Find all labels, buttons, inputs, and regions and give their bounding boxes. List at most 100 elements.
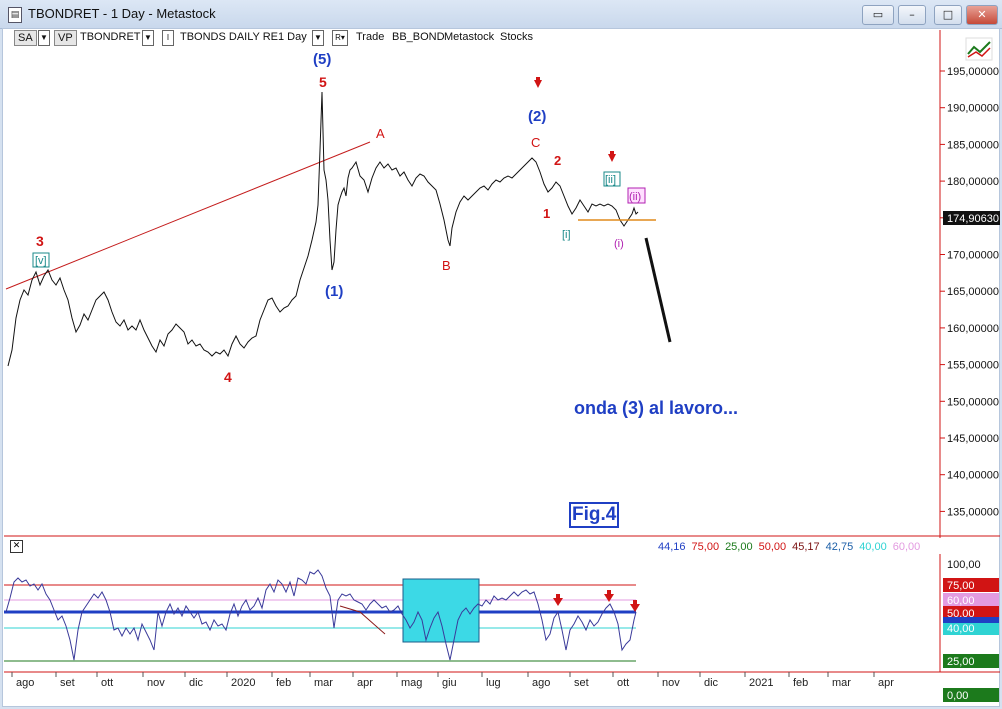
legend-value: 50,00: [758, 541, 787, 553]
month-label: nov: [662, 677, 680, 689]
wave-label: 5: [319, 74, 327, 90]
price-tick-label: 170,00000: [947, 250, 999, 262]
date-axis: ago set ott nov dic 2020 feb mar apr mag giu lug ago…: [11, 672, 894, 689]
arrow-down-icon: [630, 604, 640, 612]
osc-tick-label: 0,00: [947, 690, 968, 702]
period-dropdown[interactable]: ▼: [312, 30, 324, 46]
month-label: ott: [101, 677, 113, 689]
month-label: ago: [532, 677, 550, 689]
price-series: [7, 91, 639, 367]
month-label: dic: [704, 677, 719, 689]
wave-label: [i]: [562, 229, 571, 241]
close-panel-icon[interactable]: ✕: [10, 540, 23, 553]
source-label[interactable]: Metastock: [444, 31, 495, 43]
month-label: ott: [617, 677, 629, 689]
vp-button[interactable]: VP: [54, 30, 77, 46]
arrow-down-icon: [607, 590, 611, 595]
sa-dropdown[interactable]: ▼: [38, 30, 50, 46]
legend-value: 40,00: [859, 541, 887, 553]
arrow-down-icon: [604, 594, 614, 602]
chart-name[interactable]: TBONDS DAILY RE: [180, 31, 279, 43]
wave-label: 3: [36, 233, 44, 249]
osc-tick-label: 100,00: [947, 559, 981, 571]
legend-value: 45,17: [792, 541, 820, 553]
month-label: 2020: [231, 677, 255, 689]
maximize-button[interactable]: □: [934, 5, 962, 25]
close-button[interactable]: ✕: [966, 5, 998, 25]
r-toggle[interactable]: R▾: [332, 30, 348, 46]
period-label[interactable]: 1 Day: [278, 31, 307, 43]
arrow-down-icon: [536, 77, 540, 82]
osc-tick-label: 75,00: [947, 580, 975, 592]
symbol-label[interactable]: TBONDRET: [80, 31, 141, 43]
wave-box: [627, 187, 646, 204]
wave-label: (ii): [629, 191, 641, 203]
legend-value: 25,00: [725, 541, 753, 553]
last-price-value: 174,90630: [947, 213, 999, 225]
wave-box: [603, 171, 621, 187]
wave-label: 2: [554, 153, 561, 168]
wave-label: A: [376, 126, 385, 141]
month-label: dic: [189, 677, 204, 689]
wave-label: 4: [224, 369, 232, 385]
month-label: feb: [276, 677, 291, 689]
layout-button[interactable]: ▭: [862, 5, 894, 25]
wave-label: C: [531, 135, 540, 150]
price-tick-label: 140,00000: [947, 470, 999, 482]
chart-area[interactable]: [2, 28, 1000, 707]
arrow-down-icon: [556, 594, 560, 599]
wave-box: [32, 252, 50, 268]
wave-label: (1): [325, 283, 343, 300]
osc-tick-label: 25,00: [947, 656, 975, 668]
month-label: ago: [16, 677, 34, 689]
wave-label: [ii]: [605, 174, 616, 186]
osc-tick-label: 60,00: [947, 595, 975, 607]
price-tick-label: 165,00000: [947, 286, 999, 298]
arrow-down-icon: [610, 151, 614, 156]
osc-tick-tag: [943, 593, 999, 607]
window-title: TBONDRET - 1 Day - Metastock: [28, 6, 216, 21]
symbol-dropdown[interactable]: ▼: [142, 30, 154, 46]
legend-value: 44,16: [658, 541, 686, 553]
indicator-tool-icon[interactable]: [965, 37, 993, 61]
month-label: set: [60, 677, 75, 689]
minimize-button[interactable]: –: [898, 5, 926, 25]
figure-label: Fig.4: [569, 502, 620, 528]
i-toggle[interactable]: I: [162, 30, 174, 46]
oscillator-legend: 44,16 75,00 25,00 50,00 45,17 42,75 40,00 60,00: [658, 541, 926, 553]
red-arrows: [534, 77, 616, 162]
osc-current-marker: [943, 617, 999, 623]
wave-label: [v]: [35, 255, 47, 267]
trade-label[interactable]: Trade: [356, 31, 385, 43]
wave-label: (i): [614, 238, 624, 250]
osc-tick-tag: [943, 688, 999, 702]
sa-button[interactable]: SA: [14, 30, 37, 46]
osc-tick-tag: [943, 578, 999, 592]
link-label[interactable]: BB_BOND: [392, 31, 445, 43]
month-label: feb: [793, 677, 808, 689]
month-label: apr: [357, 677, 373, 689]
type-label[interactable]: Stocks: [500, 31, 534, 43]
price-tick-label: 185,00000: [947, 139, 999, 151]
legend-value: 60,00: [892, 541, 921, 553]
month-label: nov: [147, 677, 165, 689]
oscillator-signal: [339, 605, 386, 635]
osc-tick-label: 40,00: [947, 623, 975, 635]
trendline: [5, 141, 371, 290]
month-label: mar: [832, 677, 851, 689]
osc-arrows: [553, 590, 640, 612]
month-label: lug: [486, 677, 501, 689]
price-tick-label: 145,00000: [947, 433, 999, 445]
projection-line: [644, 237, 672, 343]
legend-value: 75,00: [691, 541, 720, 553]
price-tick-label: 135,00000: [947, 506, 999, 518]
price-tick-label: 150,00000: [947, 396, 999, 408]
osc-tick-tag: [943, 621, 999, 635]
osc-tick-tag: [943, 606, 999, 620]
month-label: mag: [401, 677, 422, 689]
document-icon: ▤: [8, 7, 22, 23]
month-label: 2021: [749, 677, 773, 689]
